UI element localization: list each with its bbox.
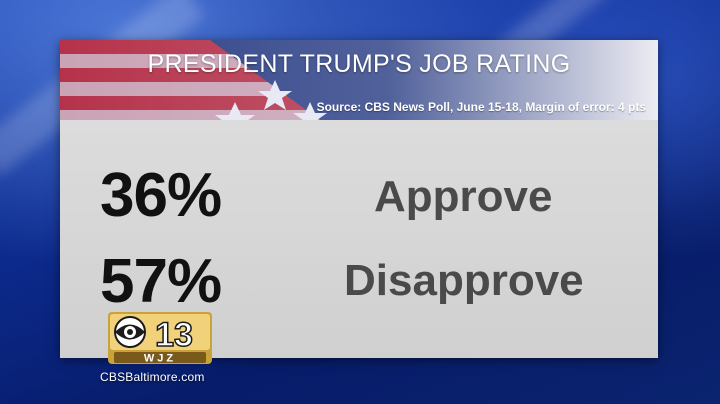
- call-letters: WJZ: [144, 353, 176, 365]
- approve-percent: 36%: [100, 161, 222, 230]
- channel-number: 13: [155, 316, 193, 354]
- cbs-13-logo: 13 WJZ: [108, 312, 212, 364]
- result-row-approve: 36% Approve: [60, 160, 658, 240]
- poll-graphic: PRESIDENT TRUMP'S JOB RATING Source: CBS…: [60, 40, 658, 358]
- disapprove-label: Disapprove: [344, 256, 584, 305]
- approve-label: Approve: [374, 172, 553, 221]
- graphic-header: PRESIDENT TRUMP'S JOB RATING Source: CBS…: [60, 40, 658, 120]
- station-website: CBSBaltimore.com: [100, 370, 205, 384]
- results-area: 36% Approve 57% Disapprove: [60, 120, 658, 358]
- cbs-eye-icon: [114, 316, 146, 348]
- disapprove-percent: 57%: [100, 247, 222, 316]
- result-row-disapprove: 57% Disapprove: [60, 246, 658, 326]
- source-citation: Source: CBS News Poll, June 15-18, Margi…: [316, 100, 646, 114]
- american-flag-graphic: [60, 40, 658, 120]
- graphic-title: PRESIDENT TRUMP'S JOB RATING: [147, 50, 571, 78]
